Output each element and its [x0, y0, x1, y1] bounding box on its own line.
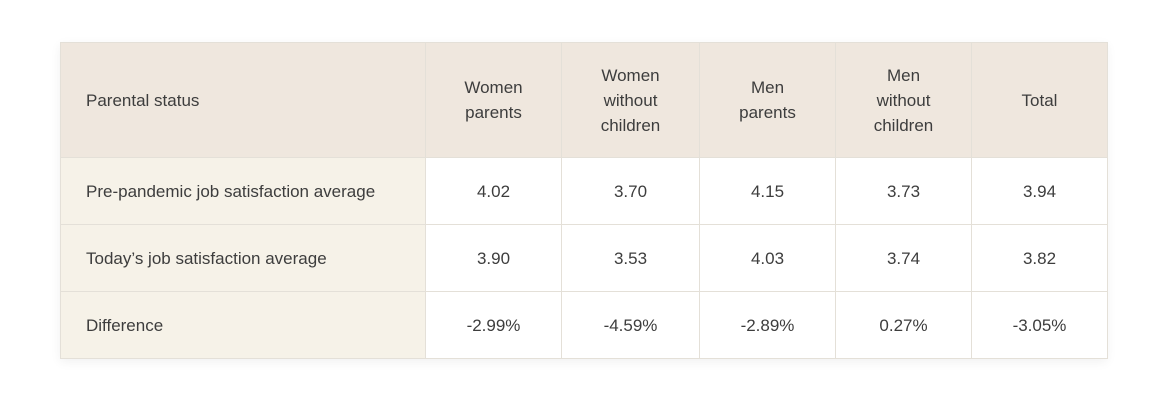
header-women-without-children: Women without children	[561, 42, 700, 158]
cell-difference-women-without-children: -4.59%	[561, 291, 700, 359]
header-text: children	[873, 115, 934, 135]
header-women-parents: Women parents	[425, 42, 562, 158]
cell-pre-pandemic-men-without-children: 3.73	[835, 157, 972, 225]
header-men-without-children: Men without children	[835, 42, 972, 158]
job-satisfaction-table: Parental status Women parents Women with…	[60, 42, 1108, 359]
cell-today-men-without-children: 3.74	[835, 224, 972, 292]
cell-difference-men-parents: -2.89%	[699, 291, 836, 359]
job-satisfaction-table-container: Parental status Women parents Women with…	[60, 42, 1108, 359]
table-row-today: Today’s job satisfaction average 3.90 3.…	[60, 224, 1108, 292]
table-row-difference: Difference -2.99% -4.59% -2.89% 0.27% -3…	[60, 291, 1108, 359]
header-text: without	[876, 90, 931, 110]
header-text: parents	[739, 103, 796, 122]
table-header-row: Parental status Women parents Women with…	[60, 42, 1108, 158]
header-text: Men	[886, 65, 921, 85]
header-text: Men	[750, 78, 785, 97]
header-parental-status: Parental status	[60, 42, 426, 158]
cell-difference-men-without-children: 0.27%	[835, 291, 972, 359]
header-text: Parental status	[86, 90, 200, 110]
header-text: without	[603, 90, 658, 110]
cell-today-women-parents: 3.90	[425, 224, 562, 292]
header-men-parents: Men parents	[699, 42, 836, 158]
cell-today-women-without-children: 3.53	[561, 224, 700, 292]
row-label-pre-pandemic: Pre-pandemic job satisfaction average	[60, 157, 426, 225]
header-total: Total	[971, 42, 1108, 158]
header-text: Women	[601, 65, 660, 85]
row-label-difference: Difference	[60, 291, 426, 359]
cell-difference-total: -3.05%	[971, 291, 1108, 359]
cell-pre-pandemic-women-parents: 4.02	[425, 157, 562, 225]
cell-pre-pandemic-men-parents: 4.15	[699, 157, 836, 225]
header-text: children	[600, 115, 661, 135]
header-text: Total	[1021, 90, 1058, 110]
header-text: parents	[465, 103, 522, 122]
cell-today-total: 3.82	[971, 224, 1108, 292]
cell-pre-pandemic-total: 3.94	[971, 157, 1108, 225]
cell-difference-women-parents: -2.99%	[425, 291, 562, 359]
table-row-pre-pandemic: Pre-pandemic job satisfaction average 4.…	[60, 157, 1108, 225]
row-label-today: Today’s job satisfaction average	[60, 224, 426, 292]
cell-today-men-parents: 4.03	[699, 224, 836, 292]
cell-pre-pandemic-women-without-children: 3.70	[561, 157, 700, 225]
header-text: Women	[464, 78, 523, 97]
